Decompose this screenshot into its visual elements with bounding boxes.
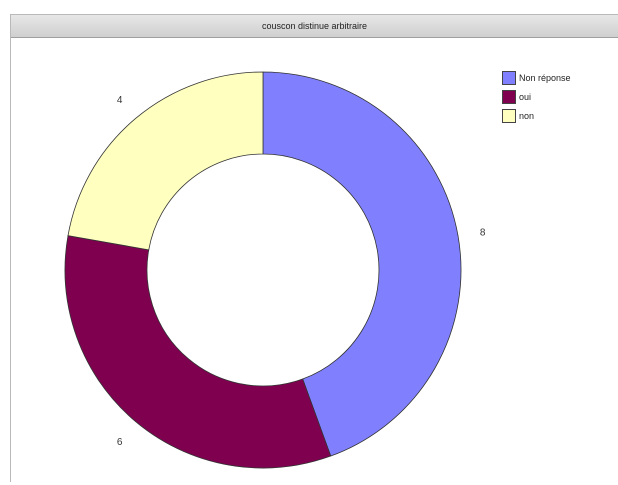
chart-title: couscon distinue arbitraire	[11, 15, 618, 38]
donut-slice-0	[262, 71, 462, 457]
legend-label: Non réponse	[519, 72, 571, 83]
slice-value-label: 6	[117, 437, 123, 448]
legend-label: non	[519, 110, 535, 121]
donut-slice-2	[67, 71, 264, 251]
slice-value-label: 4	[117, 95, 123, 106]
legend-item-oui: oui	[502, 87, 571, 106]
legend-item-non-reponse: Non réponse	[502, 68, 571, 87]
slice-value-label: 8	[480, 227, 486, 238]
legend-swatch	[502, 108, 516, 123]
legend-swatch	[502, 89, 516, 104]
legend: Non réponse oui non	[502, 68, 571, 125]
legend-swatch	[502, 70, 516, 85]
legend-item-non: non	[502, 106, 571, 125]
legend-label: oui	[519, 91, 532, 102]
donut-slice-1	[64, 235, 332, 469]
